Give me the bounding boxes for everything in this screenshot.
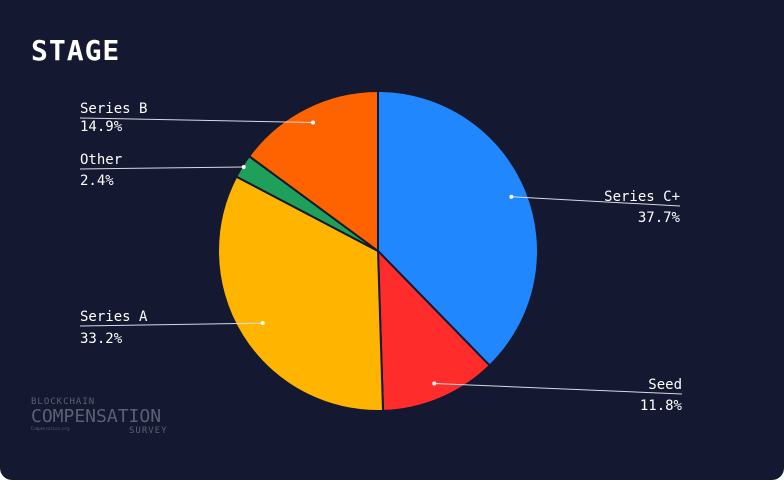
slice-value-series-a: 33.2% (80, 331, 123, 347)
slice-label-series-c: Series C+ (604, 189, 680, 205)
slice-label-seed: Seed (648, 377, 682, 393)
pie-slice-seed (376, 248, 492, 412)
leader-dot-series-b (311, 120, 316, 125)
slice-label-series-b: Series B (80, 101, 147, 117)
pie-slice-series-a (217, 175, 385, 412)
pie-slice-series-b (247, 89, 379, 253)
leader-dot-series-a (260, 321, 265, 326)
leader-dot-series-c (509, 194, 514, 199)
chart-title: STAGE (31, 34, 121, 67)
logo-line-2: COMPENSATION (31, 406, 162, 427)
leader-line-series-b (79, 117, 314, 123)
logo: BLOCKCHAIN COMPENSATION Compensation.org… (31, 397, 167, 436)
leader-line-other (79, 166, 244, 170)
leader-line-seed (434, 383, 683, 395)
leader-dot-other (241, 164, 246, 169)
pie-slice-series-c (377, 89, 539, 367)
slice-label-other: Other (80, 152, 122, 168)
logo-line-1: BLOCKCHAIN (31, 397, 96, 407)
slice-value-seed: 11.8% (640, 398, 683, 414)
logo-line-4: SURVEY (129, 426, 168, 436)
leader-dot-seed (432, 381, 437, 386)
leader-line-series-a (79, 322, 263, 327)
leader-line-series-c (511, 196, 681, 207)
slice-value-other: 2.4% (80, 173, 114, 189)
slice-value-series-b: 14.9% (80, 119, 123, 135)
logo-line-3: Compensation.org (31, 426, 70, 431)
slice-value-series-c: 37.7% (638, 210, 681, 226)
slice-label-series-a: Series A (80, 309, 148, 325)
